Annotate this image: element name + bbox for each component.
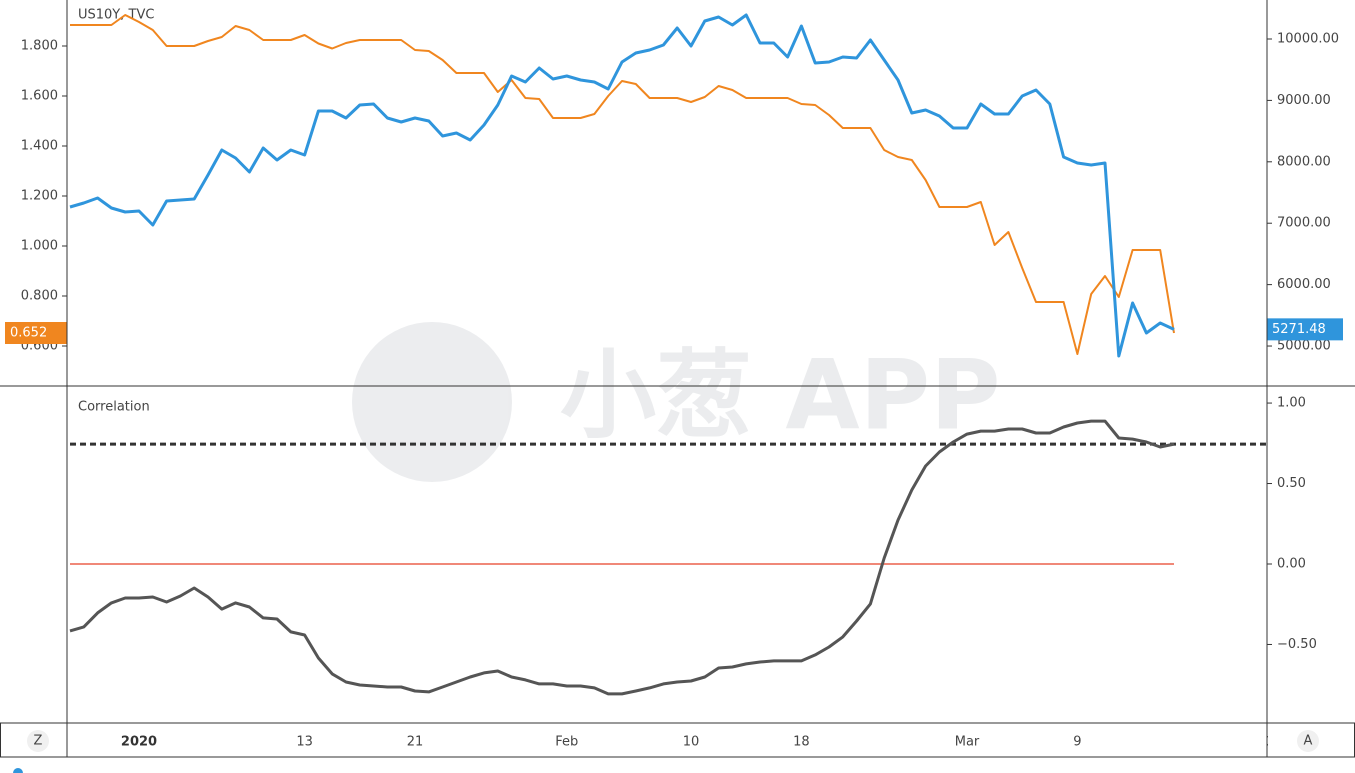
price-axis-bg [1268, 723, 1296, 757]
x-tick-label: 10 [683, 735, 700, 750]
a-button-bg[interactable] [1297, 730, 1319, 752]
x-tick-label: 13 [296, 735, 313, 750]
last-value-label: 5271.48 [1272, 322, 1326, 337]
y-tick-label: 1.200 [21, 189, 58, 204]
series-line [69, 13, 1175, 358]
y2-tick-label: 9000.00 [1277, 93, 1331, 108]
watermark-logo [352, 322, 512, 482]
last-value-label: 0.652 [10, 326, 47, 341]
x-tick-label: Feb [555, 735, 578, 750]
y2-tick-label: 6000.00 [1277, 277, 1331, 292]
watermark: 小葱 APP [352, 322, 1000, 482]
y-tick-label: 1.600 [21, 89, 58, 104]
price-axis-bg [1268, 0, 1355, 757]
z-button[interactable]: Z [27, 730, 49, 752]
time-axis-bg [0, 723, 1355, 757]
y2-tick-label: 1.00 [1277, 396, 1306, 411]
y2-tick-label: 10000.00 [1277, 31, 1339, 46]
series-label: US10Y, TVC [78, 8, 154, 23]
x-tick-label: 21 [407, 735, 424, 750]
series-line [70, 14, 1175, 355]
z-button-bg[interactable] [27, 730, 49, 752]
y-tick-label: 1.000 [21, 239, 58, 254]
pane-title: Correlation [78, 400, 150, 415]
x-tick-label: 18 [793, 735, 810, 750]
series-line [69, 419, 1175, 696]
z-button-label[interactable]: Z [34, 734, 43, 749]
last-value-box [1267, 318, 1343, 341]
last-value-box [5, 322, 67, 344]
y-tick-label: 1.400 [21, 139, 58, 154]
a-button[interactable]: A [1297, 730, 1319, 752]
y2-tick-label: 7000.00 [1277, 216, 1331, 231]
y2-tick-label: 0.00 [1277, 556, 1306, 571]
x-tick-label: 9 [1073, 735, 1081, 750]
y-tick-label: 0.800 [21, 289, 58, 304]
y-tick-label: 1.800 [21, 39, 58, 54]
a-button-label[interactable]: A [1304, 734, 1313, 749]
y2-tick-label: 5000.00 [1277, 339, 1331, 354]
watermark-text: 小葱 APP [560, 339, 1000, 451]
x-tick-label: Mar [955, 735, 980, 750]
x-tick-label: 2020 [121, 735, 157, 750]
plot [69, 13, 1267, 696]
status-icon [13, 768, 23, 773]
y2-tick-label: −0.50 [1277, 637, 1317, 652]
y2-tick-label: 8000.00 [1277, 154, 1331, 169]
y2-tick-label: 0.50 [1277, 476, 1306, 491]
